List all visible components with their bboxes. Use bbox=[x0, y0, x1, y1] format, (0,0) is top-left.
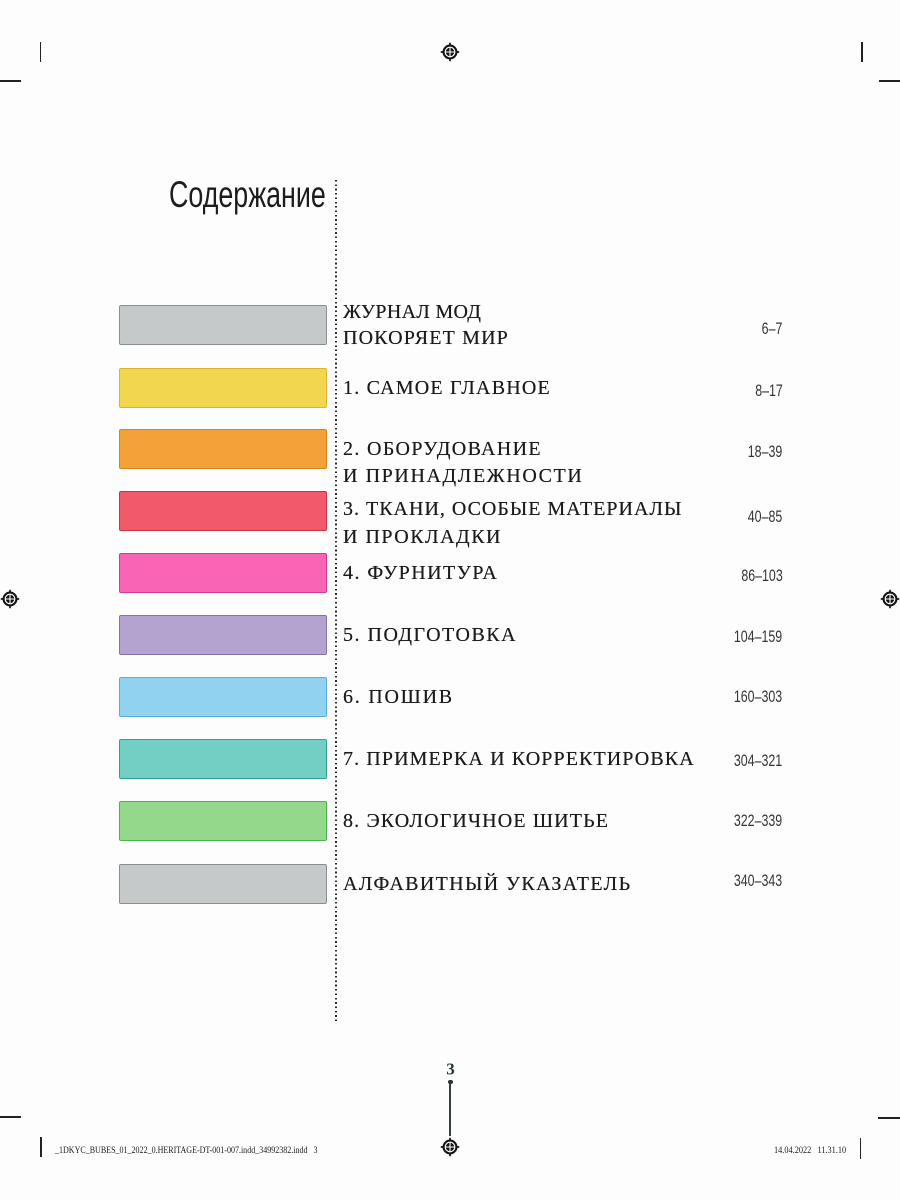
svg-text:3: 3 bbox=[446, 1060, 455, 1079]
